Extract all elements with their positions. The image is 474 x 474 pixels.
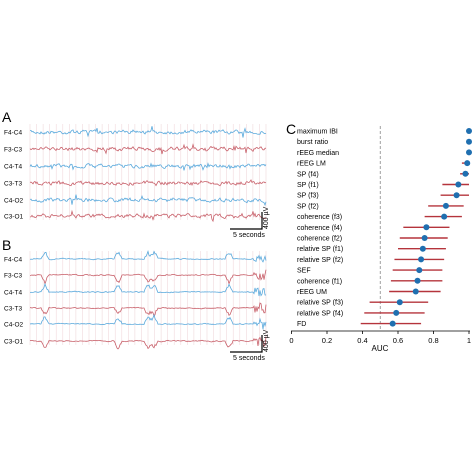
auc-point [462,170,469,177]
eeg-trace [29,336,267,350]
feature-label: relative SP (f1) [297,246,343,253]
auc-point [455,181,462,188]
channel-label: F4-C4 [4,257,22,264]
x-tick-label: 0.2 [322,336,332,345]
eeg-trace [29,209,267,223]
panel-b-scale-bar: 5 seconds 400 µV [230,329,270,362]
auc-point [418,256,425,263]
auc-point [442,202,449,209]
x-tick-label: 0.6 [393,336,403,345]
x-axis-label: AUC [372,344,389,353]
auc-point [466,138,472,145]
auc-point [412,288,419,295]
auc-point [396,299,403,306]
channel-label: C4-T4 [4,290,22,297]
panel-a-letter: A [2,109,12,125]
panel-a-scale-bar: 5 seconds 400 µV [230,206,270,239]
feature-label: maximum IBI [297,129,338,136]
feature-label: relative SP (f4) [297,310,343,317]
x-tick-label: 0 [289,336,293,345]
channel-label: C3-O1 [4,214,24,221]
channel-label: F4-C4 [4,130,22,137]
panel-a-eeg-normal: A F4-C4 F3-C3 C4-T4 C3-T3 C4-O2 C3-O1 5 secon… [2,109,270,239]
auc-point [414,277,421,284]
panel-b-scale-bar-lines [230,335,263,353]
channel-label: C3-O1 [4,339,24,346]
feature-label: relative SP (f2) [297,257,343,264]
panel-a-scale-bar-lines [230,212,263,230]
auc-point [441,213,448,220]
feature-label: rEEG LM [297,161,326,168]
feature-label: SEF [297,268,311,275]
x-tick-label: 1 [467,336,471,345]
feature-label: coherence (f2) [297,236,342,243]
eeg-trace [29,143,267,155]
panel-b-time-scale: 5 seconds [233,355,265,362]
panel-a-channel-labels: F4-C4 F3-C3 C4-T4 C3-T3 C4-O2 C3-O1 [4,130,24,221]
feature-labels: maximum IBI burst ratio rEEG median rEEG LM… [297,129,343,329]
eeg-trace [29,250,267,263]
feature-label: rEEG UM [297,289,327,296]
panel-b-letter: B [2,237,11,253]
auc-point [453,192,460,199]
auc-point [464,160,471,167]
channel-label: C4-T4 [4,164,22,171]
channel-label: C4-O2 [4,198,24,205]
feature-label: burst ratio [297,139,328,146]
auc-point [416,267,423,274]
panel-b-channel-labels: F4-C4 F3-C3 C4-T4 C3-T3 C4-O2 C3-O1 [4,257,24,346]
panel-b-amp-scale: 400 µV [263,329,270,352]
panel-a-gridlines [29,124,267,220]
feature-label: SP (f4) [297,171,319,178]
feature-label: coherence (f4) [297,225,342,232]
channel-label: F3-C3 [4,273,22,280]
confidence-intervals [360,130,469,325]
eeg-trace [29,179,267,187]
x-tick-label: 0.8 [428,336,438,345]
panel-a-amp-scale: 400 µV [263,206,270,229]
auc-point [466,128,472,134]
channel-label: C4-O2 [4,322,24,329]
feature-label: coherence (f1) [297,278,342,285]
eeg-trace [29,194,267,207]
feature-label: SP (f1) [297,182,319,189]
auc-points [389,128,472,327]
eeg-trace [29,302,267,318]
feature-label: relative SP (f3) [297,300,343,307]
auc-point [423,224,430,231]
channel-label: C3-T3 [4,181,22,188]
panel-b-gridlines [29,251,267,345]
panel-b-eeg-abnormal: B F4-C4 F3-C3 C4-T4 C3-T3 C4-O2 C3-O1 5 secon… [2,237,270,362]
auc-point [421,235,428,241]
panel-c-letter: C [286,121,296,137]
auc-point [393,309,400,316]
auc-point [389,320,396,327]
feature-label: SP (f3) [297,193,319,200]
eeg-trace [29,313,267,330]
x-tick-label: 0.4 [357,336,367,345]
feature-label: coherence (f3) [297,214,342,221]
panel-b-traces [29,250,267,350]
eeg-trace [30,269,267,286]
feature-label: SP (f2) [297,203,319,210]
eeg-trace [29,162,267,171]
eeg-trace [29,282,267,297]
feature-label: rEEG median [297,150,339,157]
feature-label: FD [297,321,306,328]
x-axis-ticks: 0 0.2 0.4 0.6 0.8 1 [289,331,471,345]
auc-point [419,245,426,252]
panel-a-time-scale: 5 seconds [233,232,265,239]
auc-point [466,149,472,156]
panel-a-traces [29,126,267,223]
eeg-trace [30,126,267,138]
channel-label: F3-C3 [4,147,22,154]
channel-label: C3-T3 [4,306,22,313]
panel-c-auc-forest-plot: C 0 0.2 0.4 0.6 0.8 1 AUC maximum IBI burst ra… [286,121,472,353]
